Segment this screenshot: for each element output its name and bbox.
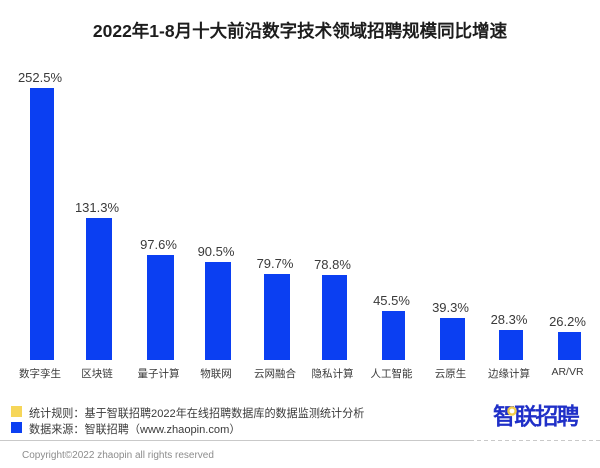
- svg-text:智联招聘: 智联招聘: [493, 403, 580, 429]
